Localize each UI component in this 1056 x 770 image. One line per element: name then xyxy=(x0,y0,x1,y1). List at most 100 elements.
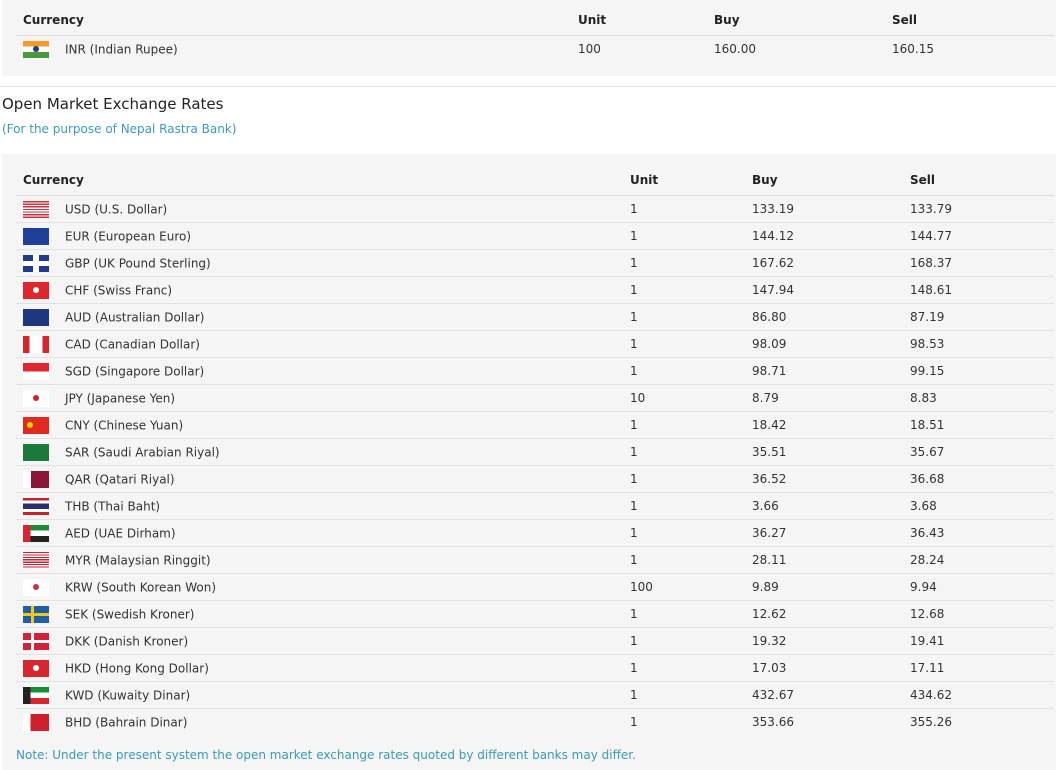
unit-cell: 1 xyxy=(630,303,752,331)
table-row: KRW (South Korean Won) 100 9.89 9.94 xyxy=(16,573,1054,601)
unit-cell: 1 xyxy=(630,654,752,682)
flag-in-icon xyxy=(23,40,49,58)
currency-name: CNY (Chinese Yuan) xyxy=(65,418,184,432)
sell-cell: 12.68 xyxy=(910,600,1054,628)
flag-ca-icon xyxy=(23,335,49,353)
sell-cell: 18.51 xyxy=(910,411,1054,439)
flag-ae-icon xyxy=(23,524,49,542)
buy-cell: 19.32 xyxy=(752,627,910,655)
flag-bh-icon xyxy=(23,713,49,731)
currency-name: CAD (Canadian Dollar) xyxy=(65,337,200,351)
sell-cell: 98.53 xyxy=(910,330,1054,358)
divider xyxy=(0,86,1056,87)
disclaimer-note: Note: Under the present system the open … xyxy=(16,748,636,762)
flag-hk-icon xyxy=(23,659,49,677)
header-unit: Unit xyxy=(630,165,752,196)
table-row: USD (U.S. Dollar) 1 133.19 133.79 xyxy=(16,195,1054,223)
unit-cell: 1 xyxy=(630,249,752,277)
buy-cell: 98.09 xyxy=(752,330,910,358)
buy-cell: 3.66 xyxy=(752,492,910,520)
currency-name: THB (Thai Baht) xyxy=(65,499,161,513)
table-row: JPY (Japanese Yen) 10 8.79 8.83 xyxy=(16,384,1054,412)
unit-cell: 1 xyxy=(630,330,752,358)
unit-cell: 1 xyxy=(630,492,752,520)
flag-th-icon xyxy=(23,497,49,515)
unit-cell: 1 xyxy=(630,357,752,385)
sell-cell: 19.41 xyxy=(910,627,1054,655)
currency-name: AED (UAE Dirham) xyxy=(65,526,176,540)
currency-name: SGD (Singapore Dollar) xyxy=(65,364,205,378)
section-subtitle: (For the purpose of Nepal Rastra Bank) xyxy=(2,122,237,136)
flag-ch-icon xyxy=(23,281,49,299)
table-row: THB (Thai Baht) 1 3.66 3.68 xyxy=(16,492,1054,520)
sell-cell: 17.11 xyxy=(910,654,1054,682)
unit-cell: 1 xyxy=(630,438,752,466)
flag-gb-icon xyxy=(23,254,49,272)
sell-cell: 148.61 xyxy=(910,276,1054,304)
currency-name: EUR (European Euro) xyxy=(65,229,192,243)
flag-eu-icon xyxy=(23,227,49,245)
buy-cell: 432.67 xyxy=(752,681,910,709)
unit-cell: 1 xyxy=(630,600,752,628)
table-row: BHD (Bahrain Dinar) 1 353.66 355.26 xyxy=(16,709,1054,736)
flag-sg-icon xyxy=(23,362,49,380)
sell-cell: 87.19 xyxy=(910,303,1054,331)
table-row: INR (Indian Rupee) 100 160.00 160.15 xyxy=(16,36,1054,63)
currency-name: AUD (Australian Dollar) xyxy=(65,310,205,324)
buy-cell: 353.66 xyxy=(752,715,794,729)
flag-sa-icon xyxy=(23,443,49,461)
currency-name: MYR (Malaysian Ringgit) xyxy=(65,553,211,567)
table-row: GBP (UK Pound Sterling) 1 167.62 168.37 xyxy=(16,249,1054,277)
buy-cell: 147.94 xyxy=(752,276,910,304)
buy-cell: 9.89 xyxy=(752,573,910,601)
table-row: DKK (Danish Kroner) 1 19.32 19.41 xyxy=(16,627,1054,655)
sell-cell: 133.79 xyxy=(910,195,1054,223)
buy-cell: 133.19 xyxy=(752,195,910,223)
buy-cell: 144.12 xyxy=(752,222,910,250)
currency-name: INR (Indian Rupee) xyxy=(65,42,178,56)
flag-qa-icon xyxy=(23,470,49,488)
unit-cell: 1 xyxy=(630,627,752,655)
flag-kw-icon xyxy=(23,686,49,704)
unit-cell: 1 xyxy=(630,222,752,250)
unit-cell: 10 xyxy=(630,384,752,412)
currency-name: BHD (Bahrain Dinar) xyxy=(65,715,188,729)
table-row: EUR (European Euro) 1 144.12 144.77 xyxy=(16,222,1054,250)
buy-cell: 28.11 xyxy=(752,546,910,574)
currency-name: SEK (Swedish Kroner) xyxy=(65,607,195,621)
sell-cell: 36.43 xyxy=(910,519,1054,547)
header-buy: Buy xyxy=(752,165,910,196)
header-sell: Sell xyxy=(892,5,1054,36)
unit-cell: 1 xyxy=(630,546,752,574)
unit-cell: 1 xyxy=(630,411,752,439)
table-row: SEK (Swedish Kroner) 1 12.62 12.68 xyxy=(16,600,1054,628)
currency-name: CHF (Swiss Franc) xyxy=(65,283,173,297)
unit-cell: 1 xyxy=(630,195,752,223)
flag-my-icon xyxy=(23,551,49,569)
sell-cell: 36.68 xyxy=(910,465,1054,493)
unit-cell: 100 xyxy=(578,42,601,56)
buy-cell: 12.62 xyxy=(752,600,910,628)
flag-kr-icon xyxy=(23,578,49,596)
flag-us-icon xyxy=(23,200,49,218)
unit-cell: 1 xyxy=(630,519,752,547)
buy-cell: 36.52 xyxy=(752,465,910,493)
currency-name: USD (U.S. Dollar) xyxy=(65,202,168,216)
indian-rate-table: Currency Unit Buy Sell INR (Indian Rupee… xyxy=(16,5,1054,62)
header-buy: Buy xyxy=(714,5,892,36)
flag-jp-icon xyxy=(23,389,49,407)
header-currency: Currency xyxy=(16,5,578,36)
currency-name: SAR (Saudi Arabian Riyal) xyxy=(65,445,220,459)
table-row: SAR (Saudi Arabian Riyal) 1 35.51 35.67 xyxy=(16,438,1054,466)
buy-cell: 35.51 xyxy=(752,438,910,466)
table-row: QAR (Qatari Riyal) 1 36.52 36.68 xyxy=(16,465,1054,493)
currency-name: HKD (Hong Kong Dollar) xyxy=(65,661,209,675)
currency-name: QAR (Qatari Riyal) xyxy=(65,472,175,486)
open-market-table: Currency Unit Buy Sell USD (U.S. Dollar)… xyxy=(16,165,1054,735)
flag-dk-icon xyxy=(23,632,49,650)
table-row: CHF (Swiss Franc) 1 147.94 148.61 xyxy=(16,276,1054,304)
header-sell: Sell xyxy=(910,165,1054,196)
flag-au-icon xyxy=(23,308,49,326)
unit-cell: 1 xyxy=(630,681,752,709)
currency-name: GBP (UK Pound Sterling) xyxy=(65,256,211,270)
